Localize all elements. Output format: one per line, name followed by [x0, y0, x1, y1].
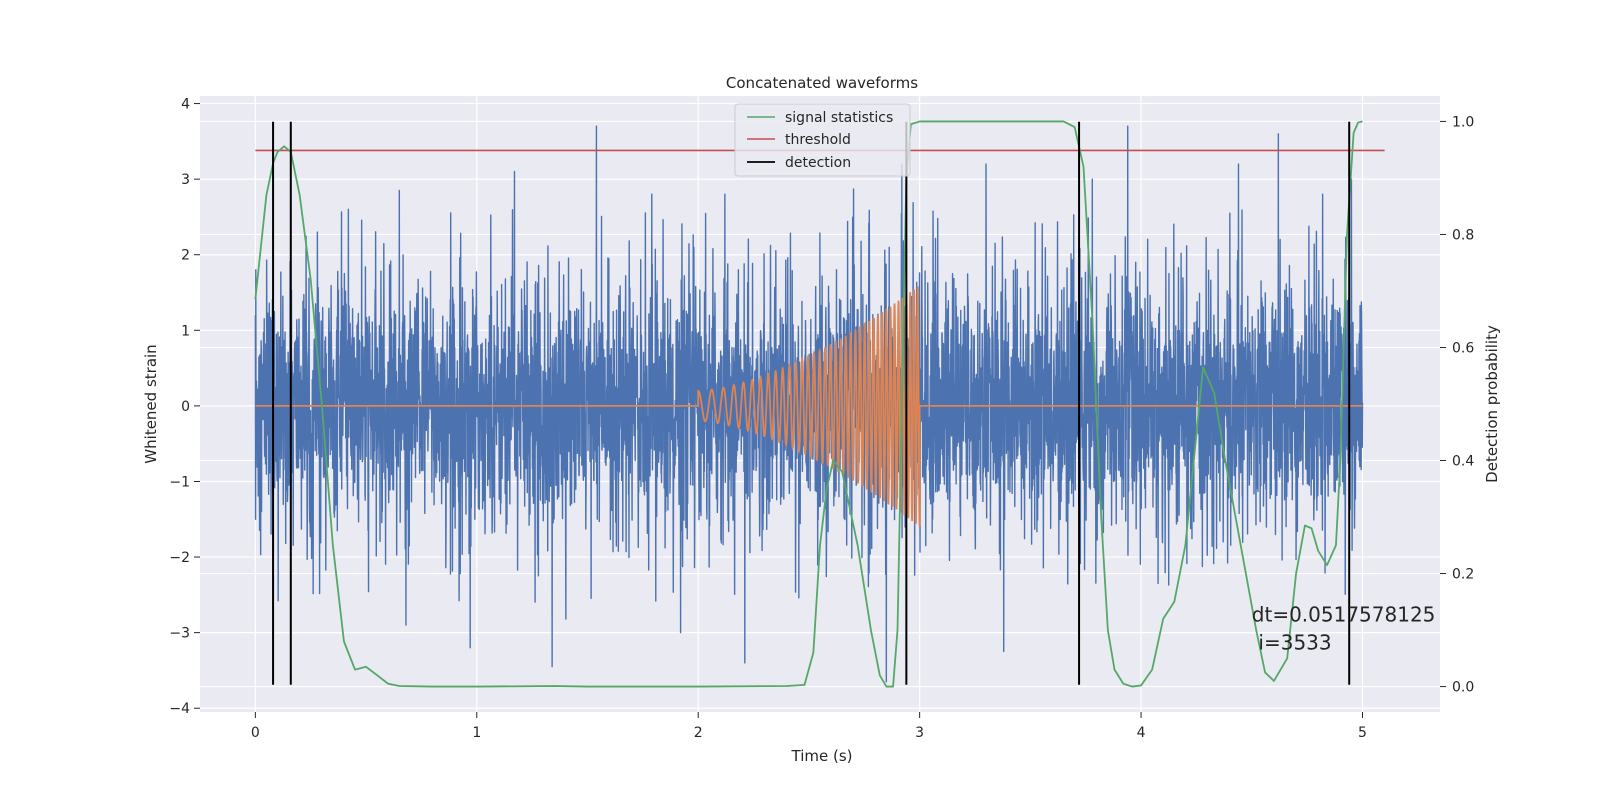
y-right-tick-label: 0.6 — [1452, 340, 1474, 356]
y-tick-label: 2 — [181, 248, 190, 264]
x-tick-label: 1 — [472, 725, 481, 741]
x-tick-label: 3 — [915, 725, 924, 741]
y-tick-label: −3 — [169, 626, 190, 642]
legend-label-detection: detection — [785, 155, 851, 171]
y-right-tick-label: 0.0 — [1452, 680, 1474, 696]
legend: signal statistics threshold detection — [734, 103, 911, 177]
y-right-tick-label: 1.0 — [1452, 114, 1474, 130]
y-tick-label: 1 — [181, 323, 190, 339]
y-tick-label: 3 — [181, 172, 190, 188]
annotation-i: i=3533 — [1258, 630, 1331, 654]
right-axis-ticks: 0.0 0.2 0.4 0.6 0.8 1.0 — [1440, 114, 1474, 696]
x-tick-label: 5 — [1358, 725, 1367, 741]
x-tick-label: 2 — [694, 725, 703, 741]
legend-label-signal-statistics: signal statistics — [785, 110, 893, 126]
y-tick-label: 4 — [181, 97, 190, 113]
y-right-tick-label: 0.4 — [1452, 454, 1474, 470]
legend-label-threshold: threshold — [785, 132, 851, 148]
x-tick-label: 0 — [251, 725, 260, 741]
chart-title: Concatenated waveforms — [726, 74, 918, 92]
left-axis-ticks: −4 −3 −2 −1 0 1 2 3 4 — [169, 97, 200, 717]
series-injection — [255, 286, 1363, 527]
y-axis-label: Whitened strain — [142, 344, 160, 463]
x-axis-ticks: 0 1 2 3 4 5 — [251, 712, 1367, 741]
x-axis-label: Time (s) — [791, 747, 853, 765]
y-tick-label: 0 — [181, 399, 190, 415]
legend-box — [734, 103, 911, 177]
annotation-dt: dt=0.0517578125 — [1252, 602, 1436, 626]
y-tick-label: −1 — [169, 474, 190, 490]
y-tick-label: −2 — [169, 550, 190, 566]
x-tick-label: 4 — [1137, 725, 1146, 741]
y-right-tick-label: 0.2 — [1452, 567, 1474, 583]
annotations: dt=0.0517578125 i=3533 — [1252, 602, 1436, 654]
y-right-tick-label: 0.8 — [1452, 227, 1474, 243]
y-right-axis-label: Detection probability — [1483, 325, 1501, 483]
y-tick-label: −4 — [169, 701, 190, 717]
